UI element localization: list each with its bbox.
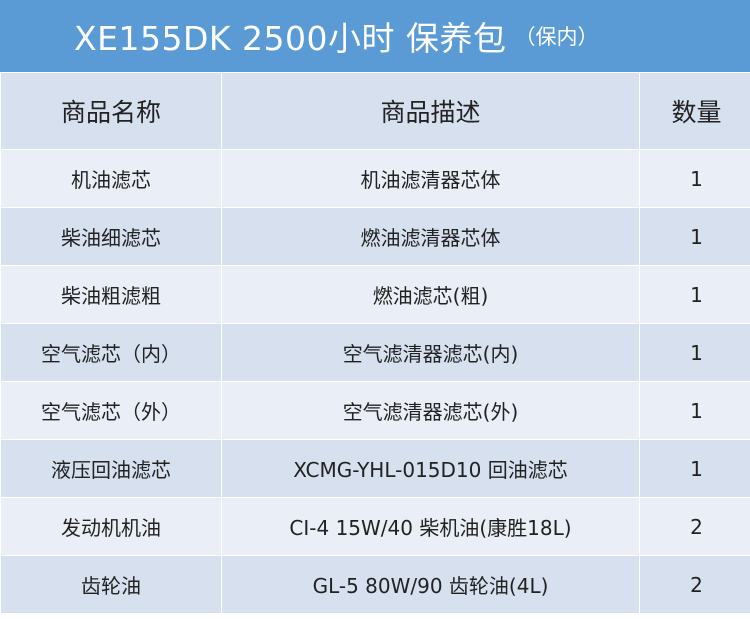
cell-quantity: 1 bbox=[639, 381, 750, 440]
page-subtitle: （保内） bbox=[514, 25, 599, 49]
cell-name: 机油滤芯 bbox=[0, 149, 222, 208]
cell-name: 空气滤芯（内） bbox=[0, 323, 222, 382]
cell-quantity: 1 bbox=[639, 323, 750, 382]
cell-description: 燃油滤芯(粗) bbox=[221, 265, 640, 324]
table-row: 机油滤芯 机油滤清器芯体 1 bbox=[0, 149, 750, 208]
cell-name: 发动机机油 bbox=[0, 497, 222, 556]
cell-name: 柴油粗滤粗 bbox=[0, 265, 222, 324]
table-header-row: 商品名称 商品描述 数量 bbox=[0, 72, 750, 150]
cell-description: 燃油滤清器芯体 bbox=[221, 207, 640, 266]
cell-description: XCMG-YHL-015D10 回油滤芯 bbox=[221, 439, 640, 498]
cell-quantity: 2 bbox=[639, 497, 750, 556]
table-row: 柴油细滤芯 燃油滤清器芯体 1 bbox=[0, 207, 750, 266]
cell-quantity: 1 bbox=[639, 439, 750, 498]
cell-quantity: 1 bbox=[639, 207, 750, 266]
cell-quantity: 1 bbox=[639, 149, 750, 208]
column-header-name: 商品名称 bbox=[0, 72, 222, 150]
table-row: 齿轮油 GL-5 80W/90 齿轮油(4L) 2 bbox=[0, 555, 750, 614]
cell-name: 齿轮油 bbox=[0, 555, 222, 614]
cell-description: 空气滤清器滤芯(外) bbox=[221, 381, 640, 440]
cell-description: CI-4 15W/40 柴机油(康胜18L) bbox=[221, 497, 640, 556]
title-banner: XE155DK 2500小时 保养包 （保内） bbox=[0, 0, 750, 72]
table-row: 空气滤芯（内） 空气滤清器滤芯(内) 1 bbox=[0, 323, 750, 382]
table-row: 发动机机油 CI-4 15W/40 柴机油(康胜18L) 2 bbox=[0, 497, 750, 556]
column-header-quantity: 数量 bbox=[639, 72, 750, 150]
page-title: XE155DK 2500小时 保养包 bbox=[74, 19, 507, 58]
cell-name: 液压回油滤芯 bbox=[0, 439, 222, 498]
table-row: 柴油粗滤粗 燃油滤芯(粗) 1 bbox=[0, 265, 750, 324]
cell-name: 柴油细滤芯 bbox=[0, 207, 222, 266]
cell-quantity: 1 bbox=[639, 265, 750, 324]
cell-description: GL-5 80W/90 齿轮油(4L) bbox=[221, 555, 640, 614]
table-row: 空气滤芯（外） 空气滤清器滤芯(外) 1 bbox=[0, 381, 750, 440]
cell-description: 机油滤清器芯体 bbox=[221, 149, 640, 208]
table-row: 液压回油滤芯 XCMG-YHL-015D10 回油滤芯 1 bbox=[0, 439, 750, 498]
cell-quantity: 2 bbox=[639, 555, 750, 614]
maintenance-kit-table: 商品名称 商品描述 数量 机油滤芯 机油滤清器芯体 1 柴油细滤芯 燃油滤清器芯… bbox=[0, 72, 750, 614]
column-header-description: 商品描述 bbox=[221, 72, 640, 150]
cell-name: 空气滤芯（外） bbox=[0, 381, 222, 440]
cell-description: 空气滤清器滤芯(内) bbox=[221, 323, 640, 382]
